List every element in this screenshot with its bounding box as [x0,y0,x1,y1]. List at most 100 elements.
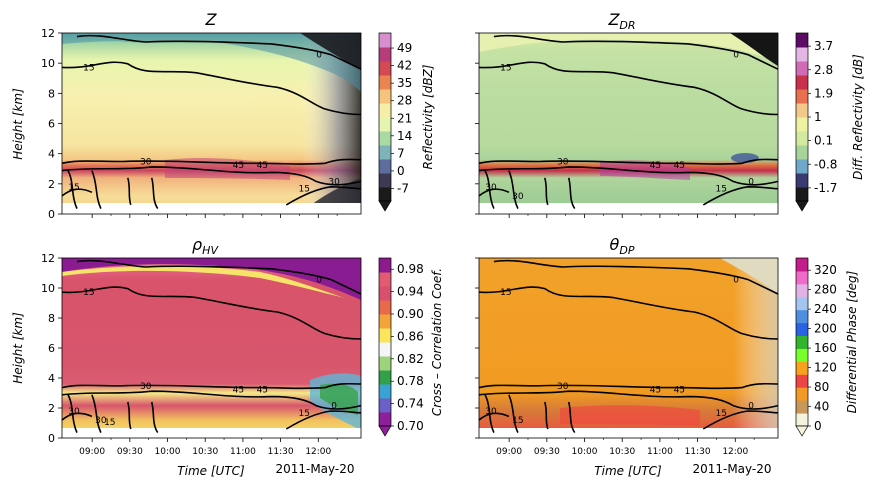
panel-zdr-ground [479,203,778,214]
colorbar-swatch [796,283,808,298]
colorbar-swatch [379,47,391,62]
colorbar-tick-label: 0.74 [397,397,424,411]
isotherm-label: 30 [512,192,524,202]
isotherm-line [544,401,549,430]
panel-rho-ground [62,428,361,438]
colorbar-extend [378,200,392,212]
colorbar-swatch [379,89,391,104]
ytick-label: 10 [41,282,55,295]
isotherm-line [484,394,495,433]
isotherm-line [484,170,495,209]
ytick-label: 6 [48,342,55,355]
colorbar-swatch [796,258,808,272]
isotherm-label: 45 [233,161,244,171]
colorbar-tick-label: 160 [814,341,837,355]
isotherm-label: 0 [733,51,739,61]
colorbar-tick-label: 21 [397,111,412,125]
isotherm-label: 30 [68,407,80,417]
colorbar-swatch [796,61,808,76]
panel-rho-top [62,258,361,300]
panel-zdr-field [479,33,778,214]
isotherm-line [285,410,362,430]
isotherm-line [285,185,362,206]
ytick-label: 6 [48,118,55,131]
panel-zdr-blue [731,153,759,163]
isotherm-line [61,390,362,410]
colorbar-swatch [379,342,391,357]
panel-zdr-top [479,33,778,62]
colorbar-label: Cross – Correlation Coef. [430,268,444,416]
xtick-label: 12:00 [305,447,331,457]
xtick-label: 09:30 [117,447,143,457]
colorbar-tick-label: 1.9 [814,86,833,100]
colorbar-swatch [796,309,808,324]
isotherm-label: 30 [328,177,340,187]
xtick-label: 11:30 [268,447,294,457]
isotherm-line [150,401,159,434]
xtick-label: 10:30 [609,447,635,457]
isotherm-line [702,410,779,430]
colorbar-swatch [379,286,391,301]
colorbar-swatch [796,117,808,132]
isotherm-label: 0 [316,276,322,286]
isotherm-line [544,177,549,206]
colorbar-3: 320 280 240 200 160 120 80 40 0 Differential Phas… [795,257,859,437]
colorbar-swatch [796,173,808,188]
colorbar-swatch [796,103,808,118]
colorbar-swatch [379,103,391,118]
colorbar-extend [378,425,392,437]
colorbar-tick-label: 40 [814,400,829,414]
title-dp: θDP [610,235,635,257]
colorbar-swatch [796,361,808,375]
colorbar-tick-label: 1 [814,110,822,124]
colorbar-swatch [379,356,391,371]
panel-dp-ground [479,428,778,438]
colorbar-swatch [379,412,391,427]
isotherm-line [478,382,779,390]
colorbar-tick-label: 280 [814,283,837,297]
isotherm-line [478,286,779,340]
isotherm-label: 30 [140,158,152,168]
isotherm-label: 15 [104,418,115,428]
ytick-label: 12 [41,252,55,265]
title-zdr: ZDR [607,10,635,32]
colorbar-tick-label: 0 [814,419,822,433]
colorbar-label: Differential Phase [deg] [845,270,859,413]
isotherm-label: 0 [316,51,322,61]
colorbar-swatch [379,328,391,343]
colorbar-tick-label: 320 [814,263,837,277]
colorbar-swatch [796,187,808,202]
xtick-label: 11:30 [685,447,711,457]
isotherm-line [150,177,159,210]
colorbar-extend [795,200,809,212]
ytick-label: 8 [48,312,55,325]
ytick-label: 0 [48,432,55,445]
isotherm-label: 15 [500,288,511,298]
panel-dp-lowred [560,405,700,426]
xtick-label: 11:00 [647,447,673,457]
colorbar-tick-label: -1.7 [814,181,837,195]
isotherm-line [67,170,78,209]
ytick-label: 2 [48,402,55,415]
isotherm-line [567,401,576,434]
isotherm-line [493,259,779,295]
xtick-label: 09:00 [496,447,522,457]
colorbar-swatch [796,47,808,62]
colorbar-tick-label: 0.86 [397,329,424,343]
colorbar-tick-label: 0.90 [397,307,424,321]
isotherm-label: 15 [715,409,726,419]
isotherm-line [91,170,102,209]
panel-z-top-dark [300,33,361,70]
isotherm-line [61,158,362,165]
isotherm-label: 30 [95,416,107,426]
colorbar-tick-label: 35 [397,76,412,90]
isotherm-line [478,158,779,165]
ytick-label: 0 [48,208,55,221]
panel-z [62,33,361,214]
colorbar-tick-label: 0.98 [397,262,424,276]
isotherm-line [127,177,132,206]
isotherm-line [76,259,362,295]
